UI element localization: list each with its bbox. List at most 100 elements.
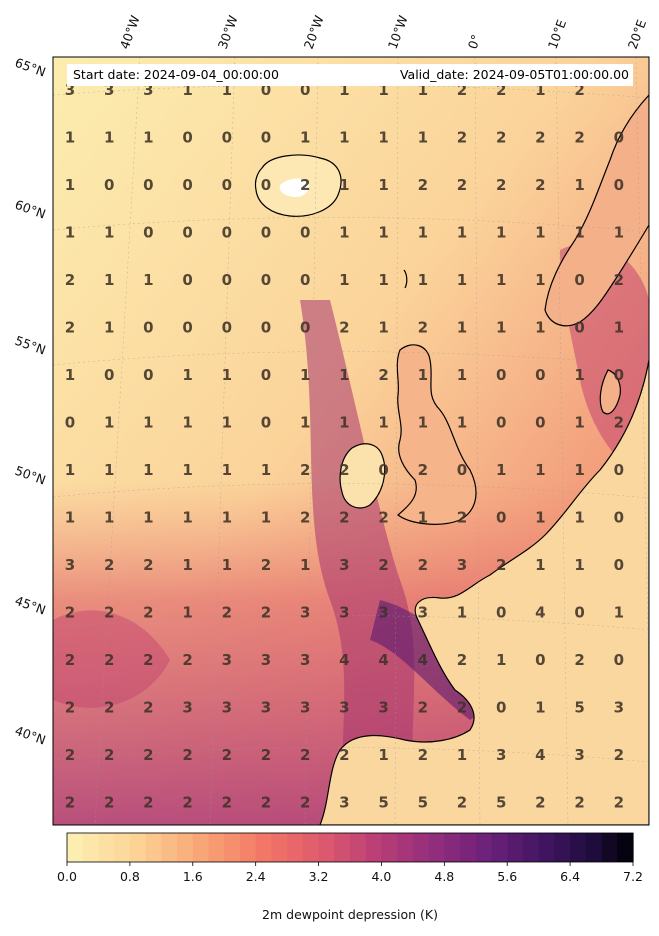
grid-value: 1 <box>222 556 232 574</box>
grid-value: 2 <box>261 556 271 574</box>
grid-value: 0 <box>378 461 388 479</box>
grid-value: 2 <box>378 556 388 574</box>
lon-label: 30°W <box>215 13 241 51</box>
grid-value: 2 <box>65 651 75 669</box>
grid-value: 2 <box>104 699 114 717</box>
grid-value: 1 <box>418 224 428 242</box>
grid-value: 3 <box>300 651 310 669</box>
lat-label: 50°N <box>13 463 48 488</box>
grid-value: 1 <box>104 414 114 432</box>
grid-value: 2 <box>104 651 114 669</box>
grid-value: 2 <box>182 651 192 669</box>
longitude-labels: 40°W 30°W 20°W 10°W 0° 10°E 20°E <box>117 13 649 51</box>
grid-value: 2 <box>535 794 545 812</box>
grid-value: 0 <box>614 509 624 527</box>
grid-value: 0 <box>574 271 584 289</box>
colorbar-segment <box>601 833 618 862</box>
grid-value: 0 <box>300 271 310 289</box>
grid-value: 3 <box>339 794 349 812</box>
grid-value: 3 <box>222 651 232 669</box>
grid-value: 0 <box>496 699 506 717</box>
colorbar-segment <box>538 833 555 862</box>
grid-value: 3 <box>457 556 467 574</box>
grid-value: 3 <box>182 699 192 717</box>
colorbar-segment <box>239 833 257 862</box>
valid-date: Valid_date: 2024-09-05T01:00:00.00 <box>400 67 629 82</box>
grid-value: 2 <box>457 176 467 194</box>
grid-value: 0 <box>261 224 271 242</box>
grid-value: 1 <box>65 176 75 194</box>
grid-value: 0 <box>535 414 545 432</box>
grid-value: 1 <box>418 81 428 99</box>
colorbar-segment <box>491 833 508 862</box>
grid-value: 2 <box>418 461 428 479</box>
grid-value: 2 <box>339 509 349 527</box>
grid-value: 0 <box>614 176 624 194</box>
grid-value: 1 <box>339 271 349 289</box>
grid-value: 0 <box>182 129 192 147</box>
lat-label: 60°N <box>13 197 48 222</box>
grid-value: 3 <box>614 699 624 717</box>
colorbar-segment <box>475 833 493 862</box>
grid-value: 1 <box>457 319 467 337</box>
grid-value: 2 <box>65 746 75 764</box>
graticule <box>53 57 649 825</box>
grid-value: 0 <box>574 319 584 337</box>
grid-value: 2 <box>614 794 624 812</box>
colorbar-segment <box>617 833 634 862</box>
grid-value: 1 <box>457 271 467 289</box>
grid-value: 1 <box>143 414 153 432</box>
lon-label: 20°E <box>625 18 649 51</box>
grid-values: 3 3 3 1 1 0 0 1 1 1 2 2 1 2 1 1 1 0 0 0 1 1 1 1 2 2 2 2 0 1 0 0 0 0 0 2 1 1 2 2… <box>65 81 624 812</box>
grid-value: 0 <box>261 129 271 147</box>
grid-value: 1 <box>339 81 349 99</box>
grid-value: 1 <box>104 271 114 289</box>
grid-value: 2 <box>300 176 310 194</box>
moist-band <box>300 300 420 825</box>
grid-value: 1 <box>457 604 467 622</box>
grid-value: 2 <box>418 319 428 337</box>
grid-value: 1 <box>418 366 428 384</box>
grid-value: 2 <box>418 746 428 764</box>
ireland-coast <box>339 443 386 509</box>
grid-value: 1 <box>496 651 506 669</box>
grid-value: 2 <box>143 746 153 764</box>
grid-value: 1 <box>418 509 428 527</box>
grid-value: 3 <box>378 699 388 717</box>
map-frame <box>52 56 650 826</box>
grid-value: 3 <box>65 81 75 99</box>
colorbar-label: 2m dewpoint depression (K) <box>262 907 438 922</box>
colorbar-segment <box>145 833 162 862</box>
grid-value: 3 <box>65 556 75 574</box>
grid-value: 2 <box>300 509 310 527</box>
lat-label: 45°N <box>13 593 48 618</box>
grid-value: 1 <box>182 461 192 479</box>
grid-value: 1 <box>182 414 192 432</box>
grid-value: 2 <box>457 129 467 147</box>
grid-value: 1 <box>535 81 545 99</box>
colorbar-tick-label: 4.8 <box>434 869 454 884</box>
grid-value: 0 <box>143 176 153 194</box>
grid-value: 0 <box>261 176 271 194</box>
grid-value: 0 <box>535 651 545 669</box>
grid-value: 1 <box>143 129 153 147</box>
grid-value: 1 <box>339 176 349 194</box>
grid-value: 2 <box>65 794 75 812</box>
western-moist-patch <box>53 610 170 708</box>
grid-value: 1 <box>535 461 545 479</box>
grid-value: 2 <box>614 746 624 764</box>
grid-value: 0 <box>65 414 75 432</box>
grid-value: 1 <box>104 224 114 242</box>
scandinavia-coast <box>544 94 649 327</box>
colorbar-segment <box>177 833 194 862</box>
grid-value: 4 <box>418 651 428 669</box>
grid-value: 1 <box>457 746 467 764</box>
colorbar-tick-label: 2.4 <box>246 869 266 884</box>
grid-value: 1 <box>614 604 624 622</box>
grid-value: 0 <box>261 271 271 289</box>
grid-value: 2 <box>182 794 192 812</box>
grid-value: 5 <box>496 794 506 812</box>
grid-value: 1 <box>378 224 388 242</box>
grid-value: 2 <box>222 746 232 764</box>
